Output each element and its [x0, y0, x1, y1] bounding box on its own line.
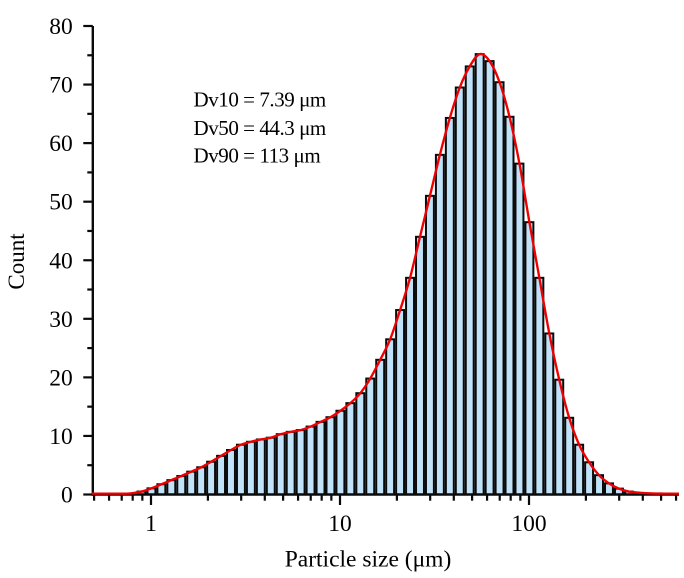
svg-text:10: 10 [328, 511, 352, 537]
svg-text:50: 50 [49, 190, 73, 216]
svg-text:0: 0 [61, 483, 73, 509]
svg-text:60: 60 [49, 131, 73, 157]
svg-text:1: 1 [145, 511, 157, 537]
svg-text:Count: Count [4, 233, 29, 290]
svg-text:20: 20 [49, 365, 73, 391]
svg-text:100: 100 [511, 511, 546, 537]
svg-text:30: 30 [49, 307, 73, 333]
svg-text:Dv10 = 7.39 μm: Dv10 = 7.39 μm [194, 88, 326, 112]
svg-text:Dv90 = 113 μm: Dv90 = 113 μm [194, 144, 321, 168]
svg-text:10: 10 [49, 424, 73, 450]
svg-text:70: 70 [49, 73, 73, 99]
svg-text:Dv50 = 44.3 μm: Dv50 = 44.3 μm [194, 116, 326, 140]
svg-text:40: 40 [49, 248, 73, 274]
svg-text:80: 80 [49, 14, 73, 40]
svg-text:Particle size (μm): Particle size (μm) [285, 546, 452, 572]
